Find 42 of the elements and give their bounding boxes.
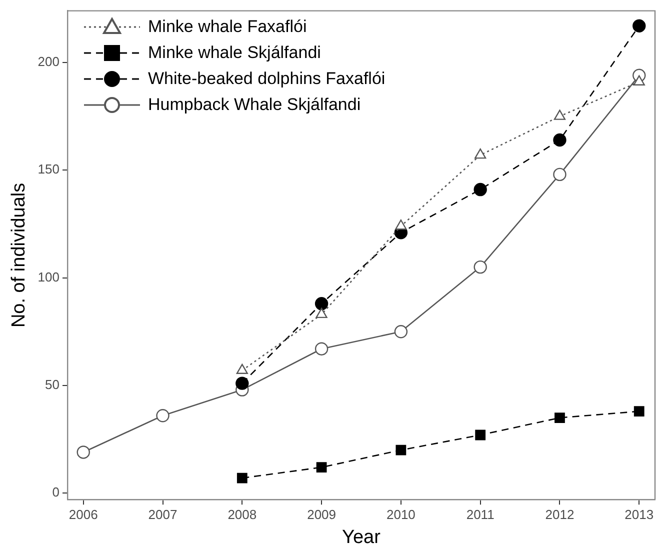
legend-label: Minke whale Faxaflói: [148, 16, 307, 38]
legend-label: Humpback Whale Skjálfandi: [148, 94, 361, 116]
y-axis-title: No. of individuals: [8, 182, 30, 328]
legend-label: White-beaked dolphins Faxaflói: [148, 68, 386, 90]
x-axis-title: Year: [342, 526, 382, 548]
point: [236, 376, 249, 390]
point: [554, 110, 566, 120]
point: [316, 308, 328, 318]
point: [394, 325, 408, 338]
point: [314, 342, 328, 356]
point: [236, 472, 248, 484]
y-tick-label: 50: [45, 377, 60, 392]
x-tick-label: 2006: [68, 506, 98, 522]
point: [314, 297, 328, 310]
x-tick-label: 2010: [386, 506, 416, 522]
x-tick-label: 2007: [148, 506, 178, 522]
y-tick-label: 0: [52, 484, 60, 500]
point: [236, 364, 248, 374]
x-tick-label: 2011: [466, 506, 494, 522]
y-tick-label: 200: [38, 54, 60, 70]
y-tick-label: 150: [38, 162, 60, 177]
point: [474, 148, 486, 159]
point: [156, 409, 170, 422]
y-tick-label: 100: [38, 269, 60, 284]
point: [396, 444, 406, 456]
x-tick-label: 2009: [307, 506, 336, 522]
point: [634, 406, 644, 417]
point: [395, 220, 407, 230]
point: [553, 133, 566, 147]
x-tick-label: 2008: [228, 506, 257, 522]
point: [316, 462, 327, 472]
point: [474, 260, 487, 274]
point: [76, 446, 90, 459]
point: [632, 19, 646, 32]
point: [553, 168, 566, 182]
point: [475, 430, 486, 440]
point: [554, 412, 565, 423]
legend-label: Minke whale Skjálfandi: [148, 42, 321, 64]
x-tick-label: 2012: [545, 506, 574, 522]
x-tick-label: 2013: [624, 506, 654, 522]
point: [633, 75, 645, 86]
point: [474, 182, 487, 196]
